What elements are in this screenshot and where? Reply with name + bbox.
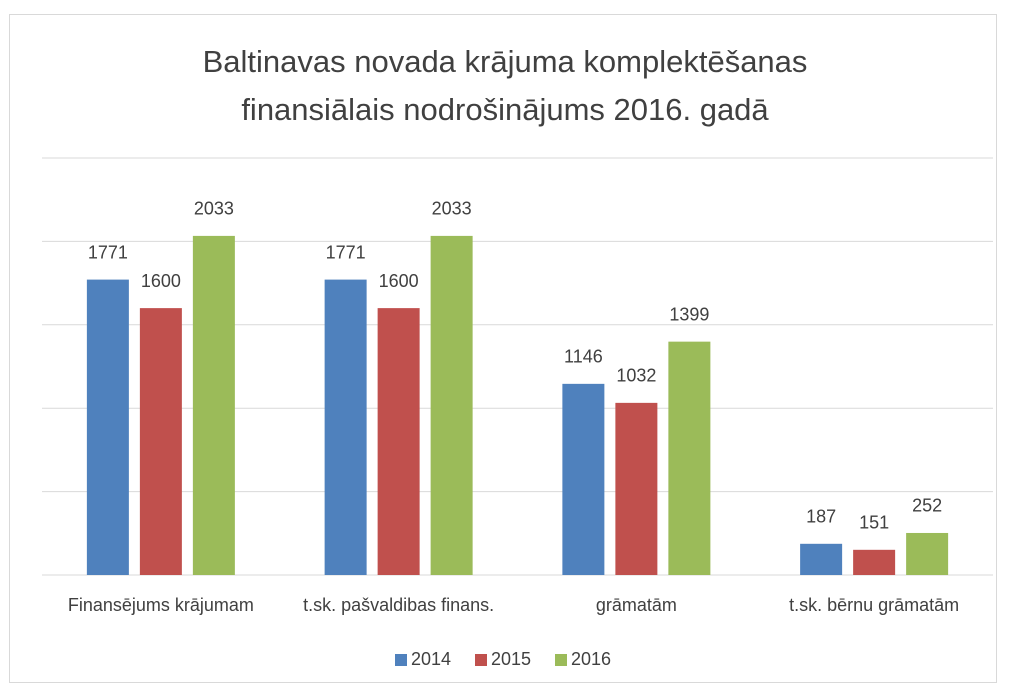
legend-label: 2016 (571, 649, 611, 669)
data-label: 1771 (326, 242, 366, 262)
chart-title: Baltinavas novada krājuma komplektēšanas (203, 44, 808, 79)
data-label: 1146 (564, 347, 603, 367)
data-label: 1032 (616, 366, 656, 386)
bar (853, 549, 896, 575)
bar (86, 279, 129, 575)
x-tick-label: t.sk. bērnu grāmatām (789, 595, 959, 615)
legend-swatch (395, 654, 407, 666)
data-label: 151 (859, 513, 889, 533)
data-label: 252 (912, 496, 942, 516)
bar (324, 279, 367, 575)
bar (192, 235, 235, 575)
bar (615, 402, 658, 575)
data-label: 2033 (194, 199, 234, 219)
data-label: 1399 (669, 304, 709, 324)
bar (139, 308, 182, 575)
legend-label: 2015 (491, 649, 531, 669)
bar (562, 383, 605, 575)
data-label: 1600 (141, 271, 181, 291)
x-tick-label: Finansējums krājumam (68, 595, 254, 615)
data-label: 1771 (88, 242, 128, 262)
data-label: 187 (806, 507, 836, 527)
legend-swatch (555, 654, 567, 666)
data-label: 2033 (432, 199, 472, 219)
chart-title: finansiālais nodrošinājums 2016. gadā (241, 92, 769, 127)
legend-swatch (475, 654, 487, 666)
x-tick-label: grāmatām (596, 595, 677, 615)
x-tick-label: t.sk. pašvaldibas finans. (303, 595, 494, 615)
bar (430, 235, 473, 575)
bar (668, 341, 711, 575)
bar (906, 532, 949, 575)
legend-label: 2014 (411, 649, 451, 669)
data-label: 1600 (379, 271, 419, 291)
bar (800, 543, 843, 575)
bar (377, 308, 420, 575)
